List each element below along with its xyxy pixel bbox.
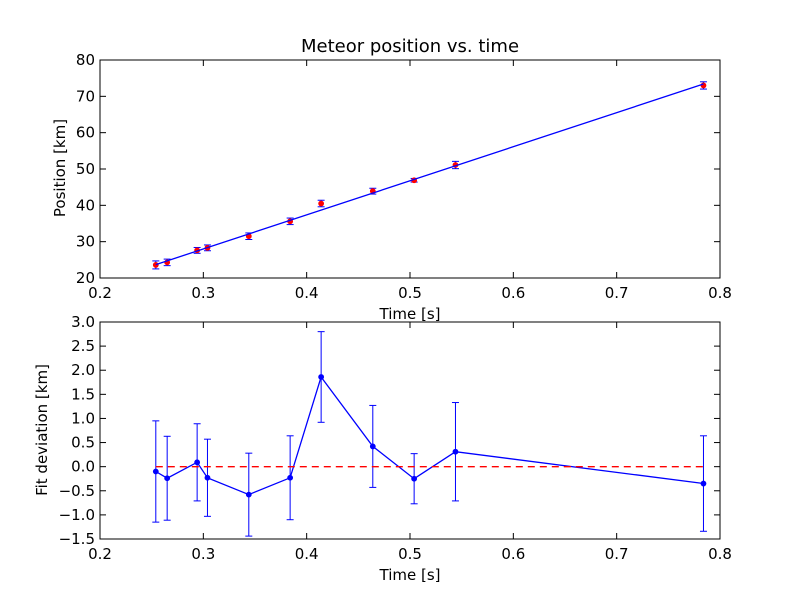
x-tick-label: 0.3: [191, 545, 215, 563]
y-tick-label: 2.5: [71, 337, 95, 355]
x-tick-label: 0.8: [708, 284, 732, 302]
data-point: [369, 443, 376, 450]
y-tick-label: 60: [76, 124, 95, 142]
data-point: [287, 474, 294, 481]
plot-frame: [99, 321, 721, 540]
y-tick-label: 1.5: [71, 385, 95, 403]
data-point: [204, 474, 211, 481]
data-point: [452, 448, 459, 455]
y-tick-label: 40: [76, 196, 95, 214]
x-tick-label: 0.6: [501, 545, 525, 563]
x-axis-label: Time [s]: [379, 566, 441, 584]
x-tick-label: 0.2: [88, 545, 112, 563]
chart-title: Meteor position vs. time: [301, 36, 519, 57]
data-point: [411, 475, 418, 482]
x-tick-label: 0.5: [398, 545, 422, 563]
data-point: [700, 480, 707, 487]
y-tick-label: 20: [76, 269, 95, 287]
data-point: [245, 491, 252, 498]
y-tick-label: 80: [76, 51, 95, 69]
x-tick-label: 0.5: [398, 284, 422, 302]
y-tick-label: −1.0: [59, 506, 95, 524]
x-tick-label: 0.7: [605, 545, 629, 563]
deviation-line: [155, 375, 704, 496]
deviation-panel: 0.2 0.3 0.4 0.5 0.6 0.7 0.8 −1.5 −1.0 −0.5 0.0 0.5…: [33, 313, 732, 584]
y-tick-label: 50: [76, 160, 95, 178]
y-tick-label: −1.5: [59, 530, 95, 548]
y-tick-label: 2.0: [71, 361, 95, 379]
x-tick-label: 0.7: [605, 284, 629, 302]
plot-frame: [99, 59, 721, 279]
x-tick-label: 0.4: [295, 545, 319, 563]
x-tick-label: 0.4: [295, 284, 319, 302]
x-axis-label: Time [s]: [379, 305, 441, 323]
x-tick-label: 0.6: [501, 284, 525, 302]
y-tick-label: 1.0: [71, 409, 95, 427]
y-tick-label: 0.5: [71, 434, 95, 452]
y-tick-label: 30: [76, 233, 95, 251]
y-tick-label: 0.0: [71, 458, 95, 476]
data-point: [318, 374, 325, 380]
data-point: [152, 468, 159, 475]
position-panel: Meteor position vs. time 0.2 0.3 0.4 0.5 0.6…: [51, 36, 732, 323]
fit-line: [155, 83, 704, 266]
data-point: [164, 475, 171, 482]
y-tick-label: 3.0: [71, 313, 95, 331]
data-point: [700, 82, 707, 89]
x-tick-label: 0.2: [88, 284, 112, 302]
x-tick-label: 0.3: [191, 284, 215, 302]
y-axis-label: Position [km]: [51, 119, 69, 217]
data-point: [152, 262, 159, 268]
data-point: [318, 200, 325, 207]
y-axis-label: Fit deviation [km]: [33, 364, 51, 496]
y-tick-label: 70: [76, 87, 95, 105]
data-point: [194, 459, 201, 466]
x-tick-label: 0.8: [708, 545, 732, 563]
y-tick-label: −0.5: [59, 482, 95, 500]
